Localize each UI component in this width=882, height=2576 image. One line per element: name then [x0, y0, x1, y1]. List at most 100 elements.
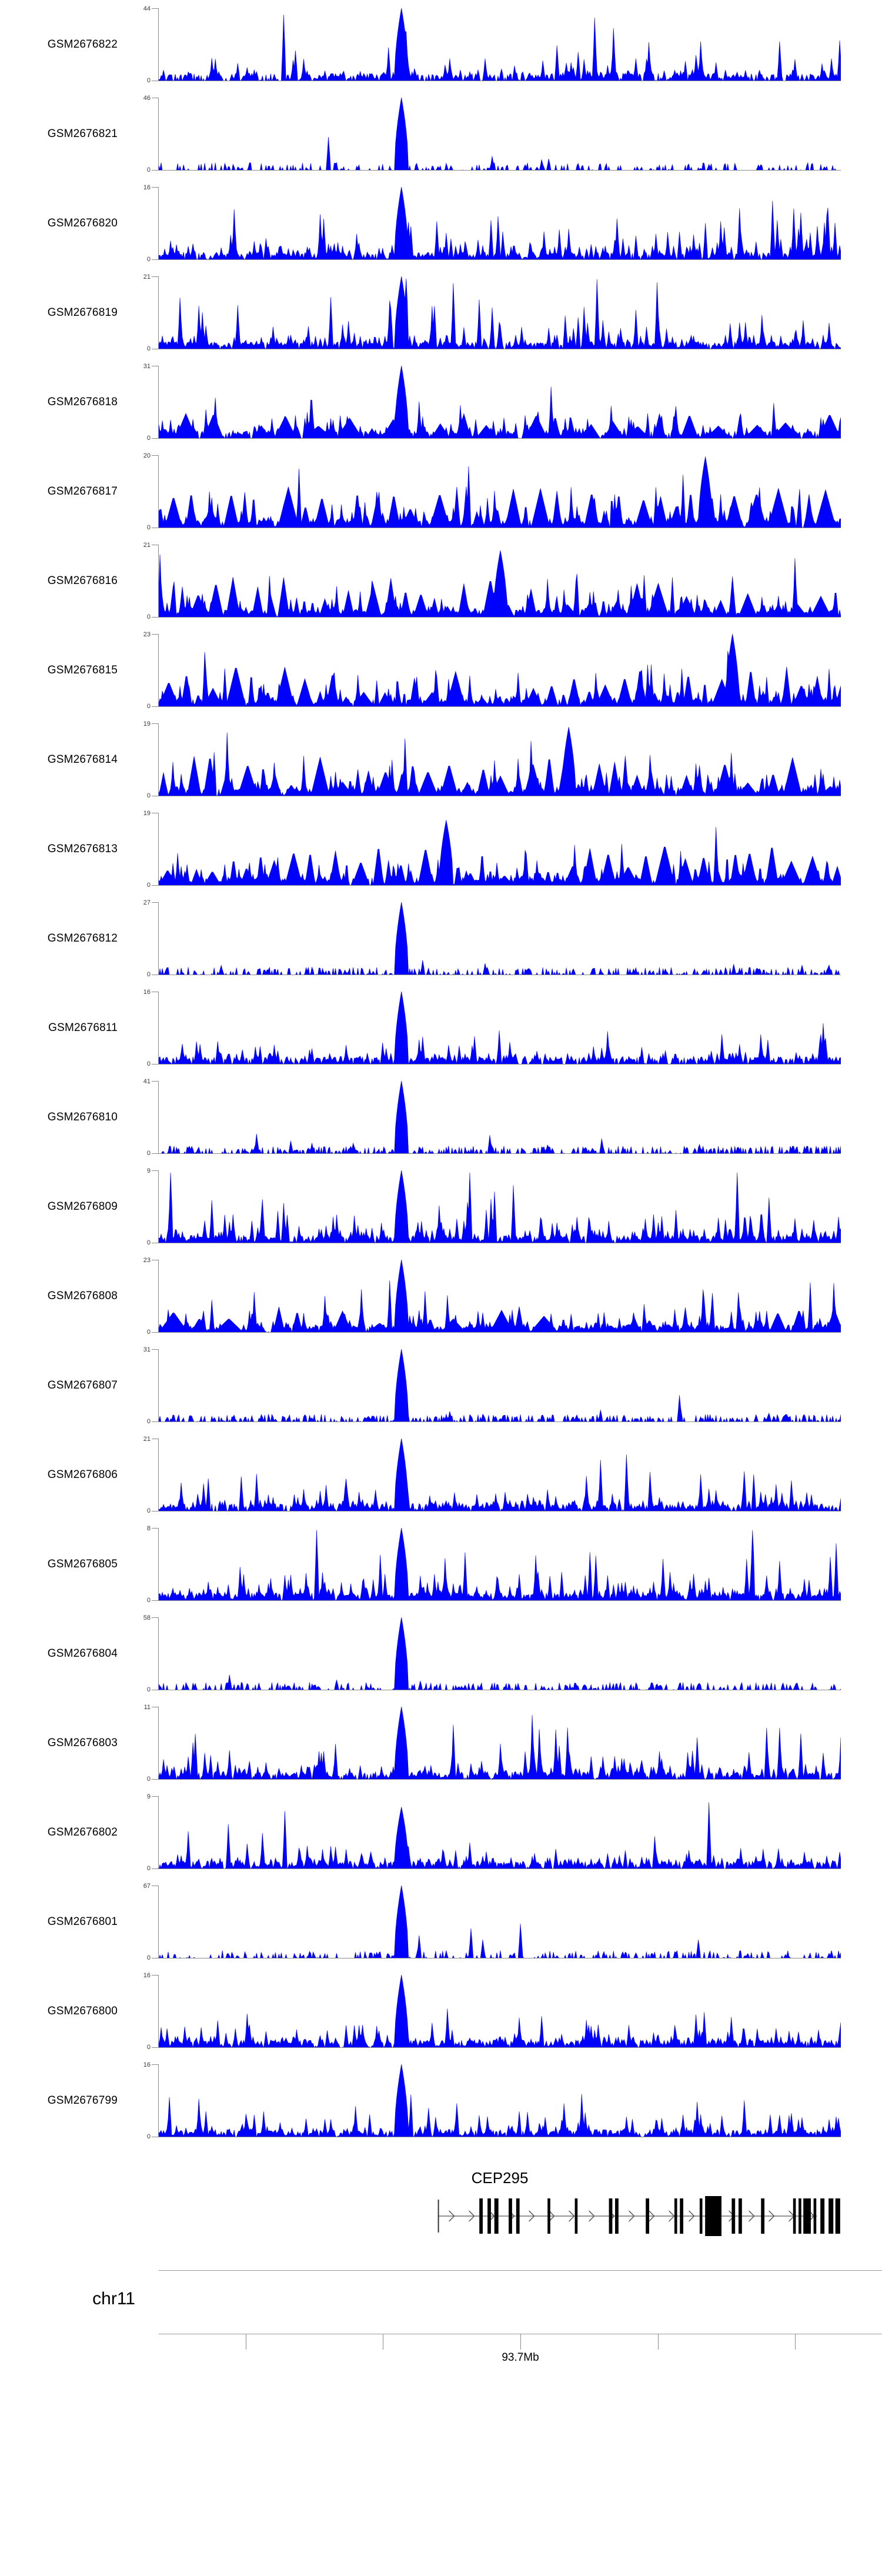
coverage-plot-area[interactable]: [159, 8, 841, 81]
coverage-plot-area[interactable]: [159, 1260, 841, 1333]
coverage-plot-area[interactable]: [159, 1170, 841, 1243]
track-sample-label: GSM2676818: [47, 396, 118, 408]
coverage-plot-area[interactable]: [159, 1707, 841, 1780]
coverage-plot-area[interactable]: [159, 902, 841, 975]
coverage-track: GSM2676805 8 0: [0, 1520, 882, 1609]
coverage-track: GSM2676806 21 0: [0, 1430, 882, 1520]
y-axis-max-tick: [152, 1170, 159, 1171]
y-axis-min-label: 0: [146, 1239, 151, 1246]
track-y-axis: 16 0: [143, 2061, 159, 2140]
y-axis-min-label: 0: [146, 345, 151, 352]
track-baseline: [159, 438, 841, 439]
track-baseline: [159, 885, 841, 886]
y-axis-line: [158, 455, 159, 528]
track-sample-label: GSM2676822: [47, 38, 118, 51]
y-axis-min-tick: [152, 1779, 159, 1780]
axis-tick-label: 93.7Mb: [502, 2351, 539, 2364]
y-axis-max-label: 23: [143, 1257, 151, 1264]
y-axis-min-label: 0: [146, 77, 151, 84]
track-sample-label: GSM2676804: [47, 1647, 118, 1660]
track-y-axis: 21 0: [143, 542, 159, 620]
coverage-plot-area[interactable]: [159, 1796, 841, 1869]
y-axis-min-tick: [152, 1332, 159, 1333]
y-axis-min-label: 0: [146, 1507, 151, 1514]
track-sample-label: GSM2676800: [47, 2005, 118, 2017]
track-y-axis: 41 0: [143, 1079, 159, 1157]
coverage-plot-area[interactable]: [159, 2064, 841, 2137]
coverage-track: GSM2676808 23 0: [0, 1252, 882, 1341]
y-axis-line: [158, 723, 159, 796]
y-axis-max-label: 21: [143, 542, 151, 549]
y-axis-min-label: 0: [146, 1150, 151, 1157]
coverage-plot-area[interactable]: [159, 545, 841, 618]
y-axis-max-tick: [152, 723, 159, 724]
coverage-plot-area[interactable]: [159, 992, 841, 1065]
y-axis-max-tick: [152, 902, 159, 903]
gene-annotation-track: CEP295: [0, 2145, 882, 2263]
coverage-plot-area[interactable]: [159, 813, 841, 886]
track-baseline: [159, 170, 841, 171]
y-axis-min-tick: [152, 1153, 159, 1154]
y-axis-line: [158, 1528, 159, 1601]
track-sample-label: GSM2676814: [47, 753, 118, 766]
coverage-plot-area[interactable]: [159, 634, 841, 707]
y-axis-min-label: 0: [146, 1865, 151, 1872]
y-axis-max-tick: [152, 1796, 159, 1797]
y-axis-max-tick: [152, 2064, 159, 2065]
coverage-plot-area[interactable]: [159, 1975, 841, 2048]
y-axis-max-label: 16: [143, 2061, 151, 2068]
y-axis-min-label: 0: [146, 1597, 151, 1604]
track-baseline: [159, 1868, 841, 1869]
y-axis-line: [158, 545, 159, 618]
coverage-plot-area[interactable]: [159, 723, 841, 796]
y-axis-max-label: 16: [143, 184, 151, 191]
coverage-plot-area[interactable]: [159, 1349, 841, 1422]
axis-tick: [520, 2334, 521, 2350]
track-sample-label: GSM2676819: [47, 306, 118, 319]
track-y-axis: 31 0: [143, 1347, 159, 1425]
y-axis-line: [158, 1975, 159, 2048]
track-sample-label: GSM2676812: [47, 932, 118, 945]
coverage-plot-area[interactable]: [159, 187, 841, 260]
coverage-plot-area[interactable]: [159, 366, 841, 439]
track-sample-label: GSM2676799: [47, 2094, 118, 2107]
coverage-track: GSM2676816 21 0: [0, 536, 882, 626]
chromosome-axis: chr11 93.7Mb: [0, 2263, 882, 2410]
y-axis-line: [158, 813, 159, 886]
gene-model[interactable]: CEP295: [159, 2145, 841, 2263]
y-axis-min-label: 0: [146, 435, 151, 442]
coverage-plot-area[interactable]: [159, 1886, 841, 1958]
track-y-axis: 23 0: [143, 1257, 159, 1336]
coverage-plot-area[interactable]: [159, 98, 841, 171]
y-axis-min-label: 0: [146, 1329, 151, 1336]
track-sample-label: GSM2676811: [48, 1022, 118, 1034]
track-sample-label: GSM2676807: [47, 1379, 118, 1392]
coverage-plot-area[interactable]: [159, 455, 841, 528]
coverage-plot-area[interactable]: [159, 1528, 841, 1601]
coverage-plot-area[interactable]: [159, 276, 841, 349]
y-axis-min-label: 0: [146, 1954, 151, 1961]
coverage-track: GSM2676822 44 0: [0, 0, 882, 89]
coverage-plot-area[interactable]: [159, 1439, 841, 1511]
coverage-track: GSM2676811 16 0: [0, 983, 882, 1073]
coverage-track: GSM2676801 67 0: [0, 1877, 882, 1967]
track-y-axis: 67 0: [143, 1883, 159, 1961]
track-sample-label: GSM2676801: [47, 1916, 118, 1928]
track-y-axis: 23 0: [143, 632, 159, 710]
y-axis-min-tick: [152, 1600, 159, 1601]
coverage-tracks-container: GSM2676822 44 0 GSM2676821 46 0 GSM2676820 16 0 G…: [0, 0, 882, 2145]
y-axis-max-label: 67: [143, 1883, 151, 1890]
y-axis-max-tick: [152, 1617, 159, 1618]
coverage-track: GSM2676799 16 0: [0, 2056, 882, 2145]
coverage-plot-area[interactable]: [159, 1081, 841, 1154]
track-y-axis: 31 0: [143, 363, 159, 442]
coverage-track: GSM2676809 9 0: [0, 1162, 882, 1252]
y-axis-min-label: 0: [146, 256, 151, 263]
y-axis-min-tick: [152, 170, 159, 171]
y-axis-max-label: 9: [146, 1167, 151, 1174]
track-y-axis: 16 0: [143, 184, 159, 263]
coverage-plot-area[interactable]: [159, 1617, 841, 1690]
coverage-track: GSM2676819 21 0: [0, 268, 882, 358]
